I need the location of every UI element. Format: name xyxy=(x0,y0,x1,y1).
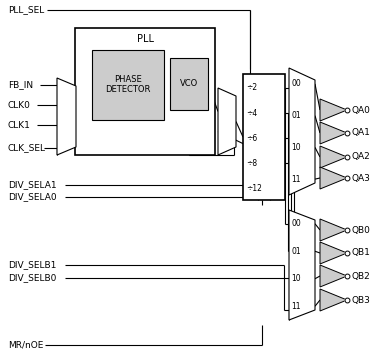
Text: QA1: QA1 xyxy=(351,129,370,138)
Text: 1: 1 xyxy=(60,122,65,131)
Text: CLK_SEL: CLK_SEL xyxy=(8,144,46,152)
Text: VCO: VCO xyxy=(180,79,198,88)
Text: 01: 01 xyxy=(291,111,301,120)
Bar xyxy=(243,74,285,200)
Polygon shape xyxy=(218,88,236,155)
Text: ÷2: ÷2 xyxy=(246,83,257,92)
Bar xyxy=(170,58,208,110)
Text: CLK0: CLK0 xyxy=(8,100,31,109)
Polygon shape xyxy=(320,167,347,189)
Text: QB0: QB0 xyxy=(351,226,370,235)
Text: QA0: QA0 xyxy=(351,105,370,114)
Text: 1: 1 xyxy=(220,107,225,116)
Text: QB3: QB3 xyxy=(351,296,370,304)
Text: QB1: QB1 xyxy=(351,248,370,257)
Text: 10: 10 xyxy=(291,143,301,152)
Text: QA2: QA2 xyxy=(351,152,370,161)
Text: ÷8: ÷8 xyxy=(246,159,257,168)
Text: FB_IN: FB_IN xyxy=(8,81,33,90)
Bar xyxy=(75,28,215,155)
Text: 11: 11 xyxy=(291,302,300,311)
Text: 01: 01 xyxy=(291,247,301,256)
Text: QA3: QA3 xyxy=(351,174,370,183)
Text: 00: 00 xyxy=(291,219,301,228)
Polygon shape xyxy=(289,68,315,195)
Polygon shape xyxy=(320,146,347,168)
Text: DIV_SELA1: DIV_SELA1 xyxy=(8,180,57,190)
Bar xyxy=(92,50,164,120)
Text: DIV_SELA0: DIV_SELA0 xyxy=(8,192,57,201)
Polygon shape xyxy=(320,122,347,144)
Text: PLL: PLL xyxy=(137,34,154,44)
Text: 10: 10 xyxy=(291,274,301,283)
Text: ÷4: ÷4 xyxy=(246,109,257,118)
Polygon shape xyxy=(320,265,347,287)
Text: DIV_SELB1: DIV_SELB1 xyxy=(8,261,57,270)
Text: PLL_SEL: PLL_SEL xyxy=(8,5,44,14)
Polygon shape xyxy=(57,78,76,155)
Polygon shape xyxy=(320,99,347,121)
Polygon shape xyxy=(320,289,347,311)
Text: ÷12: ÷12 xyxy=(246,184,262,193)
Text: DIV_SELB0: DIV_SELB0 xyxy=(8,274,57,283)
Text: 00: 00 xyxy=(291,79,301,88)
Text: 0: 0 xyxy=(60,102,65,111)
Text: CLK1: CLK1 xyxy=(8,121,31,130)
Polygon shape xyxy=(320,242,347,264)
Text: DETECTOR: DETECTOR xyxy=(105,86,151,95)
Text: ÷6: ÷6 xyxy=(246,134,257,143)
Polygon shape xyxy=(289,210,315,320)
Text: 11: 11 xyxy=(291,175,300,184)
Text: 0: 0 xyxy=(220,127,225,136)
Text: PHASE: PHASE xyxy=(114,75,142,84)
Text: MR/nOE: MR/nOE xyxy=(8,340,43,349)
Text: QB2: QB2 xyxy=(351,271,370,280)
Polygon shape xyxy=(320,219,347,241)
